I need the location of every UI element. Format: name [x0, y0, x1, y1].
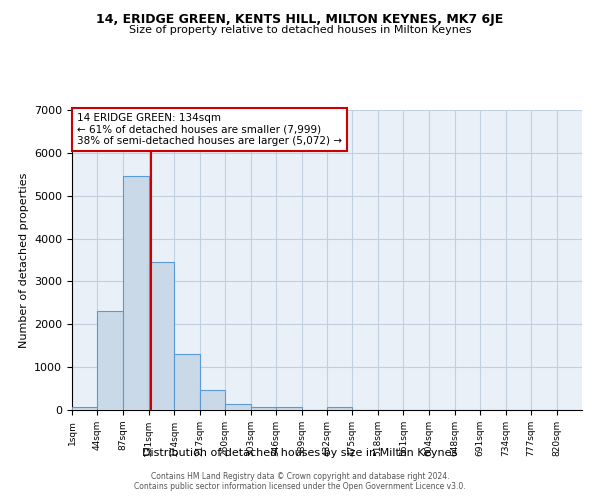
Text: Contains public sector information licensed under the Open Government Licence v3: Contains public sector information licen… [134, 482, 466, 491]
Text: Size of property relative to detached houses in Milton Keynes: Size of property relative to detached ho… [129, 25, 471, 35]
Text: Distribution of detached houses by size in Milton Keynes: Distribution of detached houses by size … [142, 448, 458, 458]
Bar [225, 404, 251, 410]
Text: Contains HM Land Registry data © Crown copyright and database right 2024.: Contains HM Land Registry data © Crown c… [151, 472, 449, 481]
Bar [97, 312, 123, 410]
Bar [123, 176, 149, 410]
Y-axis label: Number of detached properties: Number of detached properties [19, 172, 29, 348]
Bar [276, 406, 302, 410]
Bar [175, 354, 200, 410]
Bar [251, 406, 276, 410]
Bar [327, 406, 352, 410]
Bar [149, 262, 175, 410]
Bar [200, 390, 225, 410]
Bar [72, 406, 97, 410]
Text: 14, ERIDGE GREEN, KENTS HILL, MILTON KEYNES, MK7 6JE: 14, ERIDGE GREEN, KENTS HILL, MILTON KEY… [97, 12, 503, 26]
Text: 14 ERIDGE GREEN: 134sqm
← 61% of detached houses are smaller (7,999)
38% of semi: 14 ERIDGE GREEN: 134sqm ← 61% of detache… [77, 113, 342, 146]
